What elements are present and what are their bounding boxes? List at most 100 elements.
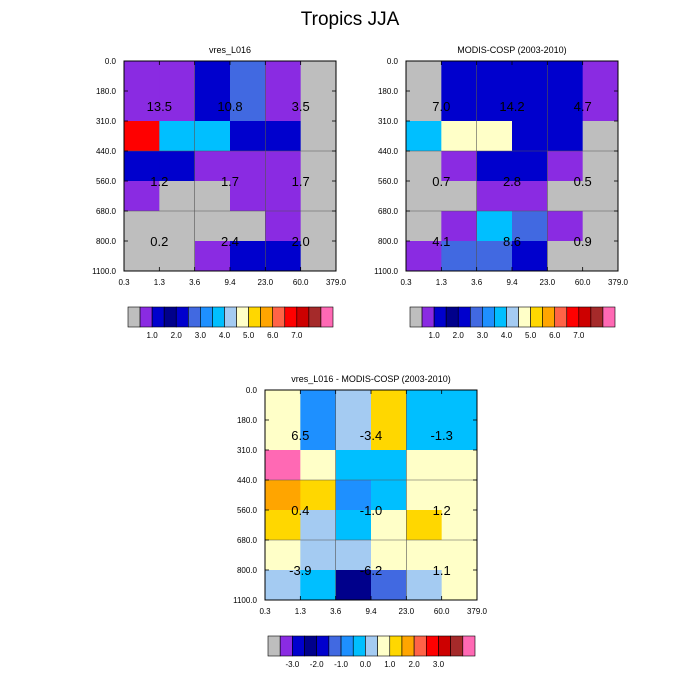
heatmap-cell xyxy=(335,510,372,541)
heatmap-cell xyxy=(335,420,372,451)
colorbar-swatch xyxy=(602,306,616,328)
heatmap-cell xyxy=(265,211,302,242)
heatmap-cell xyxy=(300,510,337,541)
heatmap-cell xyxy=(265,390,301,421)
colorbar-swatch xyxy=(462,635,476,657)
x-tick-label: 1.3 xyxy=(436,278,448,287)
heatmap-cell xyxy=(194,61,231,92)
colorbar-swatch xyxy=(224,306,237,328)
y-tick-label: 680.0 xyxy=(237,536,258,545)
heatmap-cell xyxy=(476,211,513,242)
x-tick-label: 1.3 xyxy=(154,278,166,287)
heatmap-cell xyxy=(230,181,266,212)
heatmap-cell xyxy=(406,570,443,601)
heatmap-cell xyxy=(300,480,337,511)
contour-value-label: 1.2 xyxy=(150,174,168,189)
colorbar-label: 5.0 xyxy=(243,331,255,340)
heatmap-cell xyxy=(265,121,302,152)
x-tick-label: 3.6 xyxy=(471,278,483,287)
y-tick-label: 0.0 xyxy=(387,57,399,66)
contour-value-label: 0.4 xyxy=(291,503,309,518)
heatmap-cell xyxy=(476,241,513,272)
colorbar-swatch xyxy=(433,306,447,328)
y-tick-label: 800.0 xyxy=(96,237,117,246)
colorbar-swatch xyxy=(352,635,366,657)
heatmap-cell xyxy=(300,211,337,242)
colorbar-label: 3.0 xyxy=(433,660,445,669)
heatmap-cell xyxy=(230,211,266,242)
heatmap-cell xyxy=(159,241,196,272)
heatmap-cell xyxy=(441,570,478,601)
colorbar-label: 6.0 xyxy=(267,331,279,340)
y-tick-label: 800.0 xyxy=(378,237,399,246)
y-tick-label: 180.0 xyxy=(378,87,399,96)
heatmap-cell xyxy=(265,450,301,481)
heatmap-cell xyxy=(159,181,196,212)
heatmap-cell xyxy=(335,540,372,571)
colorbar-swatch xyxy=(445,306,459,328)
x-tick-label: 23.0 xyxy=(540,278,556,287)
heatmap-cell xyxy=(194,151,231,182)
x-tick-label: 379.0 xyxy=(467,607,488,616)
heatmap-cell xyxy=(441,450,478,481)
heatmap-cell xyxy=(124,91,160,122)
heatmap-cell xyxy=(406,211,442,242)
y-tick-label: 310.0 xyxy=(378,117,399,126)
y-tick-label: 0.0 xyxy=(105,57,117,66)
colorbar-swatch xyxy=(554,306,568,328)
x-tick-label: 3.6 xyxy=(189,278,201,287)
contour-value-label: 7.0 xyxy=(432,99,450,114)
colorbar-label: -1.0 xyxy=(334,660,348,669)
colorbar: 1.0 2.0 3.0 4.0 5.0 6.0 7.0 xyxy=(409,306,616,340)
heatmap-cell xyxy=(547,211,584,242)
x-tick-label: 379.0 xyxy=(326,278,347,287)
heatmap-cell xyxy=(406,151,442,182)
heatmap-cell xyxy=(159,121,196,152)
contour-value-label: 8.6 xyxy=(503,234,521,249)
panel-1: vres_L016 0.3 1.3 3.6 9.4 23.0 60.0 379.0 0.0 180… xyxy=(92,45,346,340)
contour-value-label: 2.4 xyxy=(221,234,239,249)
heatmap-cell xyxy=(406,540,443,571)
colorbar-swatch xyxy=(236,306,249,328)
x-tick-label: 0.3 xyxy=(118,278,130,287)
heatmap-cell xyxy=(300,390,337,421)
colorbar-label: 4.0 xyxy=(219,331,231,340)
heatmap-cell xyxy=(406,390,443,421)
heatmap-cell xyxy=(265,181,302,212)
colorbar: 1.0 2.0 3.0 4.0 5.0 6.0 7.0 xyxy=(127,306,334,340)
heatmap-cell xyxy=(476,121,513,152)
colorbar-swatch xyxy=(248,306,261,328)
colorbar-swatch xyxy=(542,306,556,328)
heatmap-cell xyxy=(124,181,160,212)
heatmap-cell xyxy=(230,151,266,182)
contour-value-label: 0.9 xyxy=(574,234,592,249)
colorbar-swatch xyxy=(425,635,439,657)
contour-value-label: 2.8 xyxy=(503,174,521,189)
heatmap-cell xyxy=(582,151,619,182)
heatmap-cell xyxy=(371,540,407,571)
heatmap-cell xyxy=(441,121,478,152)
colorbar-swatch xyxy=(163,306,177,328)
colorbar-swatch xyxy=(304,635,318,657)
contour-value-label: -3.4 xyxy=(360,428,382,443)
heatmap-cell xyxy=(300,61,337,92)
colorbar-swatch xyxy=(482,306,495,328)
colorbar-label: 1.0 xyxy=(384,660,396,669)
x-tick-label: 0.3 xyxy=(400,278,412,287)
heatmap-cell xyxy=(300,450,337,481)
heatmap-cell xyxy=(441,241,478,272)
contour-value-label: 1.7 xyxy=(221,174,239,189)
heatmap-cell xyxy=(335,450,372,481)
y-tick-label: 1100.0 xyxy=(92,267,116,276)
colorbar-label: 7.0 xyxy=(573,331,585,340)
colorbar-swatch xyxy=(438,635,451,657)
colorbar-label: 0.0 xyxy=(360,660,372,669)
colorbar-swatch xyxy=(340,635,354,657)
colorbar-swatch xyxy=(292,635,305,657)
heatmap-cell xyxy=(159,151,196,182)
heatmap-cell xyxy=(406,91,442,122)
colorbar-swatch xyxy=(401,635,415,657)
colorbar-swatch xyxy=(139,306,153,328)
heatmap-cell xyxy=(476,61,513,92)
heatmap-cell xyxy=(265,540,301,571)
